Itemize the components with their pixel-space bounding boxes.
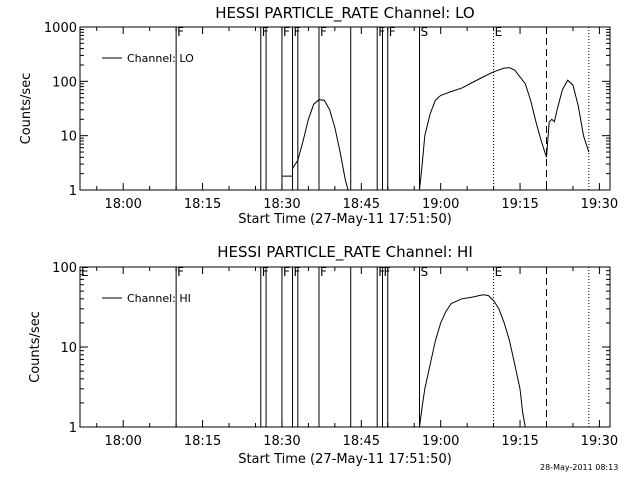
timestamp: 28-May-2011 08:13 xyxy=(540,463,619,472)
y-tick-label-0: 10 xyxy=(60,130,77,145)
chart-title-0: HESSI PARTICLE_RATE Channel: LO xyxy=(215,4,474,23)
series-line-1 xyxy=(419,294,526,428)
flag-label-1: S xyxy=(421,265,429,279)
x-tick-label-0: 19:30 xyxy=(581,197,618,212)
y-tick-label-0: 1000 xyxy=(44,21,77,36)
x-tick-label-1: 18:15 xyxy=(184,434,221,449)
x-tick-label-1: 19:30 xyxy=(581,434,618,449)
x-tick-label-0: 19:00 xyxy=(422,197,459,212)
flag-label-1: F xyxy=(283,265,290,279)
flag-label-0: F xyxy=(320,25,327,39)
x-tick-label-0: 19:15 xyxy=(501,197,538,212)
x-tick-label-1: 18:45 xyxy=(343,434,380,449)
x-tick-label-0: 18:00 xyxy=(104,197,141,212)
chart-title-1: HESSI PARTICLE_RATE Channel: HI xyxy=(217,243,473,262)
x-tick-label-0: 18:45 xyxy=(343,197,380,212)
y-tick-label-1: 1 xyxy=(69,421,77,436)
flag-label-0: S xyxy=(421,25,429,39)
plot-frame-0 xyxy=(79,26,611,191)
flag-label-0: E xyxy=(495,25,503,39)
x-tick-label-1: 18:30 xyxy=(263,434,300,449)
flag-label-1: E xyxy=(495,265,503,279)
flag-label-0: F xyxy=(262,25,269,39)
flag-label-1: F xyxy=(378,265,385,279)
flag-label-0: F xyxy=(283,25,290,39)
flag-label-1: F xyxy=(320,265,327,279)
series-line-0 xyxy=(281,99,349,191)
y-tick-label-0: 1 xyxy=(69,184,77,199)
flag-label-1: E xyxy=(81,265,89,279)
y-tick-label-1: 100 xyxy=(52,261,77,276)
flag-label-1: F xyxy=(177,265,184,279)
x-tick-label-1: 19:00 xyxy=(422,434,459,449)
flag-label-0: F xyxy=(378,25,385,39)
x-axis-label-0: Start Time (27-May-11 17:51:50) xyxy=(238,212,452,227)
flag-label-0: F xyxy=(177,25,184,39)
plot-frame-1 xyxy=(79,266,611,428)
flag-label-0: F xyxy=(389,25,396,39)
flag-label-0: F xyxy=(294,25,301,39)
x-tick-label-0: 18:15 xyxy=(184,197,221,212)
y-axis-label-1: Counts/sec xyxy=(28,311,43,383)
y-tick-label-0: 100 xyxy=(52,75,77,90)
x-axis-label-1: Start Time (27-May-11 17:51:50) xyxy=(238,452,452,467)
flag-label-1: F xyxy=(294,265,301,279)
x-tick-label-0: 18:30 xyxy=(263,197,300,212)
y-axis-label-0: Counts/sec xyxy=(19,73,34,145)
series-line-0 xyxy=(419,67,590,191)
x-tick-label-1: 19:15 xyxy=(501,434,538,449)
flag-label-1: F xyxy=(383,265,390,279)
legend-label-1: Channel: HI xyxy=(127,292,191,305)
x-tick-label-1: 18:00 xyxy=(104,434,141,449)
flag-label-1: F xyxy=(262,265,269,279)
legend-label-0: Channel: LO xyxy=(127,52,194,65)
y-tick-label-1: 10 xyxy=(60,341,77,356)
